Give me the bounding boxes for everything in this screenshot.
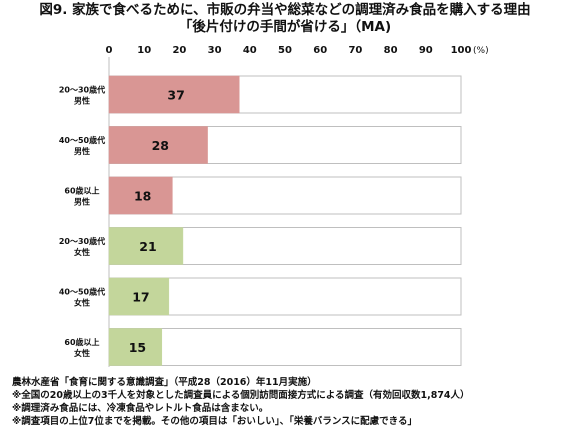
footnote-1: ※全国の20歳以上の3千人を対象とした調査員による個別訪問面接方式による調査（有… — [12, 390, 470, 401]
bar-value-label: 18 — [134, 189, 151, 204]
x-tick-label: 60 — [313, 45, 327, 56]
category-label: 20～30歳代 — [59, 85, 105, 95]
source-note: 農林水産省「食育に関する意識調査」（平成28（2016）年11月実施） — [12, 377, 317, 388]
footnote-3: ※調査項目の上位7位までを掲載。その他の項目は「おいしい」、「栄養バランスに配慮… — [12, 416, 417, 427]
x-tick-label: 90 — [419, 45, 433, 56]
x-tick-label: 100 — [451, 45, 472, 56]
category-label: 男性 — [74, 96, 90, 106]
x-tick-label: 0 — [106, 45, 113, 56]
footnote-2: ※調理済み食品には、冷凍食品やレトルト食品は含まない。 — [12, 403, 269, 414]
category-label: 60歳以上 — [64, 337, 99, 347]
category-label: 女性 — [74, 348, 90, 358]
category-label: 女性 — [74, 247, 90, 257]
bar — [108, 328, 163, 366]
x-tick-label: 50 — [278, 45, 292, 56]
category-label: 男性 — [74, 146, 90, 156]
bar — [108, 126, 208, 164]
bar — [108, 75, 240, 114]
bar-value-label: 37 — [167, 88, 184, 103]
footnotes: 農林水産省「食育に関する意識調査」（平成28（2016）年11月実施） ※全国の… — [12, 376, 567, 428]
bar-value-label: 28 — [152, 138, 169, 153]
bar — [108, 277, 170, 316]
chart-title: 図9. 家族で食べるために、市販の弁当や総菜などの調理済み食品を購入する理由 「… — [0, 2, 570, 36]
x-tick-label: 10 — [137, 45, 151, 56]
category-label: 男性 — [74, 197, 90, 207]
category-label: 40～50歳代 — [59, 135, 105, 145]
bar-track — [108, 328, 462, 366]
category-label: 60歳以上 — [64, 186, 99, 196]
bar-value-label: 15 — [129, 340, 146, 355]
category-label: 女性 — [74, 298, 90, 308]
x-tick-label: 70 — [348, 45, 362, 56]
category-label: 40～50歳代 — [59, 287, 105, 297]
title-line-1: 図9. 家族で食べるために、市販の弁当や総菜などの調理済み食品を購入する理由 — [39, 2, 531, 18]
x-tick-label: 80 — [384, 45, 398, 56]
x-tick-label: 20 — [172, 45, 186, 56]
category-label: 20～30歳代 — [59, 236, 105, 246]
bar — [108, 227, 184, 265]
bar-value-label: 21 — [139, 239, 156, 254]
x-tick-label: 30 — [208, 45, 222, 56]
title-line-2: 「後片付けの手間が省ける」（MA) — [178, 19, 392, 35]
bar — [108, 176, 173, 215]
bar-value-label: 17 — [132, 290, 149, 305]
x-tick-label: 40 — [243, 45, 257, 56]
x-unit-label: (%) — [473, 46, 489, 56]
